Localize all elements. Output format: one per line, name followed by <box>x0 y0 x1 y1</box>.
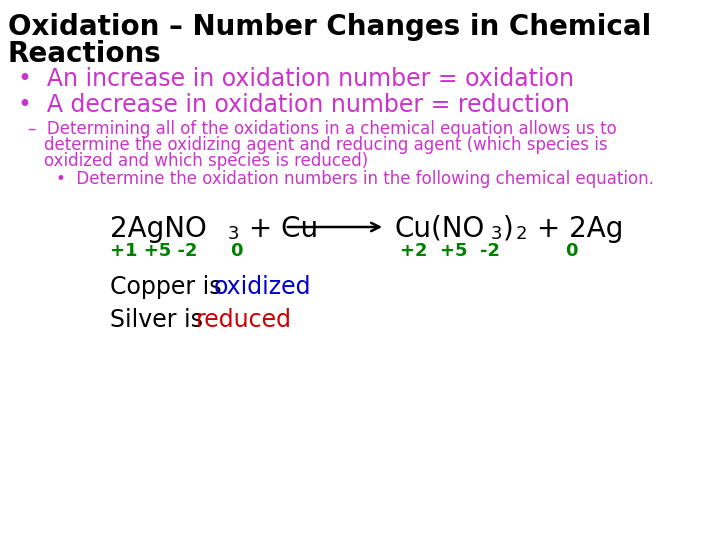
Text: •  Determine the oxidation numbers in the following chemical equation.: • Determine the oxidation numbers in the… <box>56 170 654 188</box>
Text: Reactions: Reactions <box>8 40 162 68</box>
Text: Silver is: Silver is <box>110 308 210 332</box>
Text: 0: 0 <box>565 242 577 260</box>
Text: Oxidation – Number Changes in Chemical: Oxidation – Number Changes in Chemical <box>8 13 652 41</box>
Text: + 2Ag: + 2Ag <box>528 215 624 243</box>
Text: 2AgNO: 2AgNO <box>110 215 207 243</box>
Text: 0: 0 <box>230 242 243 260</box>
Text: + Cu: + Cu <box>240 215 318 243</box>
Text: +2  +5  -2: +2 +5 -2 <box>400 242 500 260</box>
Text: oxidized and which species is reduced): oxidized and which species is reduced) <box>44 152 368 170</box>
Text: 3: 3 <box>491 225 503 243</box>
Text: •  A decrease in oxidation number = reduction: • A decrease in oxidation number = reduc… <box>18 93 570 117</box>
Text: reduced: reduced <box>196 308 292 332</box>
Text: determine the oxidizing agent and reducing agent (which species is: determine the oxidizing agent and reduci… <box>44 136 608 154</box>
Text: Cu(NO: Cu(NO <box>395 215 485 243</box>
Text: oxidized: oxidized <box>214 275 312 299</box>
Text: 2: 2 <box>516 225 528 243</box>
Text: +1 +5 -2: +1 +5 -2 <box>110 242 197 260</box>
Text: –  Determining all of the oxidations in a chemical equation allows us to: – Determining all of the oxidations in a… <box>28 120 617 138</box>
Text: ): ) <box>503 215 514 243</box>
Text: Copper is: Copper is <box>110 275 229 299</box>
Text: •  An increase in oxidation number = oxidation: • An increase in oxidation number = oxid… <box>18 67 574 91</box>
Text: 3: 3 <box>228 225 240 243</box>
